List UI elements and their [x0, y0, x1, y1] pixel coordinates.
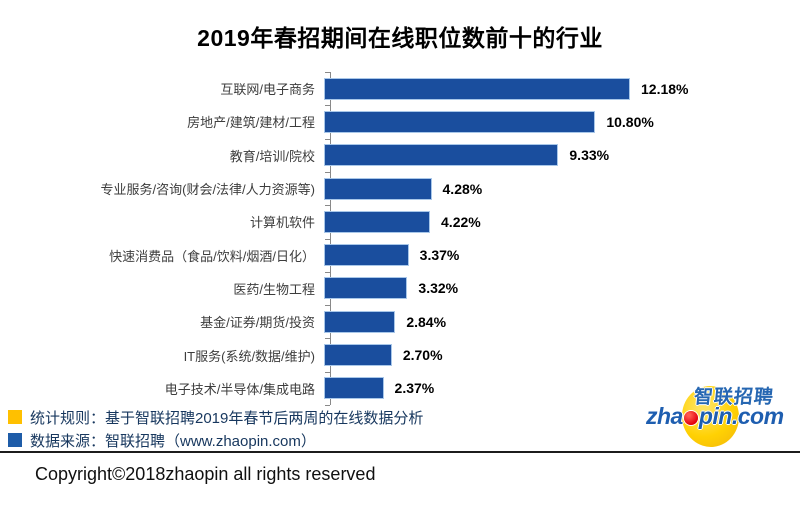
category-label: 快速消费品（食品/饮料/烟酒/日化） — [109, 248, 315, 264]
value-label: 3.37% — [419, 247, 460, 264]
category-label: 基金/证券/期货/投资 — [200, 315, 315, 331]
category-label: 教育/培训/院校 — [229, 148, 315, 164]
value-label: 4.22% — [441, 213, 481, 230]
divider-line — [0, 451, 800, 453]
bar-chart: 互联网/电子商务 12.18% 房地产/建筑/建材/工程 10.80% 教育/培训/院校… — [0, 66, 800, 407]
value-label: 2.37% — [394, 380, 435, 397]
chart-row: 医药/生物工程 3.32% — [0, 272, 800, 305]
bar — [324, 77, 630, 100]
bar — [324, 244, 409, 267]
category-label: 计算机软件 — [249, 215, 315, 231]
category-label: 房地产/建筑/建材/工程 — [187, 115, 315, 131]
chart-row: 教育/培训/院校 9.33% — [0, 139, 800, 172]
chart-row: 电子技术/半导体/集成电路 2.37% — [0, 372, 800, 405]
bar-cell: 12.18% — [323, 72, 800, 105]
copyright-text: Copyright©2018zhaopin all rights reserve… — [35, 464, 376, 484]
bar-cell: 9.33% — [323, 139, 800, 172]
axis-tick — [325, 371, 330, 373]
category-label: 电子技术/半导体/集成电路 — [164, 381, 315, 397]
category-label: 医药/生物工程 — [233, 281, 315, 297]
chart-row: 专业服务/咨询(财会/法律/人力资源等) 4.28% — [0, 172, 800, 205]
value-label: 2.70% — [402, 347, 443, 364]
bar — [324, 210, 431, 233]
footnotes: 统计规则：基于智联招聘2019年春节后两周的在线数据分析 数据来源：智联招聘（ww… — [8, 406, 423, 452]
legend-swatch-blue — [8, 433, 22, 447]
footnote-row: 统计规则：基于智联招聘2019年春节后两周的在线数据分析 — [8, 406, 423, 428]
bar — [324, 144, 559, 167]
category-label: IT服务(系统/数据/维护) — [183, 348, 315, 364]
axis-tick — [325, 405, 330, 406]
chart-row: IT服务(系统/数据/维护) 2.70% — [0, 338, 800, 371]
bar — [324, 277, 408, 300]
logo-url-prefix: zha — [646, 403, 683, 429]
chart-row: 快速消费品（食品/饮料/烟酒/日化） 3.37% — [0, 238, 800, 271]
value-label: 10.80% — [606, 113, 654, 130]
axis-tick — [325, 305, 330, 307]
bar-cell: 4.28% — [323, 172, 800, 205]
bar-cell: 2.37% — [323, 372, 800, 405]
bar-cell: 2.84% — [323, 305, 800, 338]
value-label: 9.33% — [569, 147, 610, 164]
bar-cell: 4.22% — [323, 205, 800, 238]
chart-row: 房地产/建筑/建材/工程 10.80% — [0, 105, 800, 138]
value-label: 2.84% — [406, 313, 447, 330]
axis-tick — [325, 105, 330, 107]
footnote-row: 数据来源：智联招聘（www.zhaopin.com） — [8, 429, 423, 451]
zhaopin-logo: 智联招聘 zha pin.com — [645, 381, 795, 450]
category-label: 互联网/电子商务 — [220, 82, 315, 98]
bar-cell: 2.70% — [323, 338, 800, 371]
value-label: 3.32% — [418, 280, 459, 297]
bar — [324, 110, 596, 133]
chart-rows: 互联网/电子商务 12.18% 房地产/建筑/建材/工程 10.80% 教育/培训/院校… — [0, 72, 800, 405]
category-label: 专业服务/咨询(财会/法律/人力资源等) — [100, 182, 316, 198]
axis-tick — [325, 238, 330, 240]
value-label: 4.28% — [442, 180, 483, 197]
bar-cell: 3.32% — [323, 272, 800, 305]
value-label: 12.18% — [641, 80, 689, 97]
chart-row: 计算机软件 4.22% — [0, 205, 800, 238]
chart-title: 2019年春招期间在线职位数前十的行业 — [197, 25, 603, 51]
axis-tick — [325, 138, 330, 140]
footnote-text: 数据来源：智联招聘（www.zhaopin.com） — [30, 432, 316, 450]
chart-row: 互联网/电子商务 12.18% — [0, 72, 800, 105]
bar-cell: 10.80% — [323, 105, 800, 138]
axis-tick — [325, 205, 330, 207]
chart-row: 基金/证券/期货/投资 2.84% — [0, 305, 800, 338]
logo-red-dot-icon — [683, 411, 698, 425]
axis-tick — [325, 338, 330, 340]
bar — [324, 310, 396, 333]
bar — [324, 344, 392, 367]
footnote-text: 统计规则：基于智联招聘2019年春节后两周的在线数据分析 — [30, 409, 424, 427]
axis-tick — [325, 171, 330, 173]
legend-swatch-yellow — [8, 410, 22, 424]
axis-tick — [325, 72, 330, 73]
category-axis-line — [330, 72, 331, 405]
bar-cell: 3.37% — [323, 238, 800, 271]
logo-url-text: zha pin.com — [646, 403, 784, 430]
bar — [324, 177, 432, 200]
bar — [324, 377, 384, 400]
logo-url-suffix: pin.com — [698, 403, 784, 429]
axis-tick — [325, 271, 330, 273]
